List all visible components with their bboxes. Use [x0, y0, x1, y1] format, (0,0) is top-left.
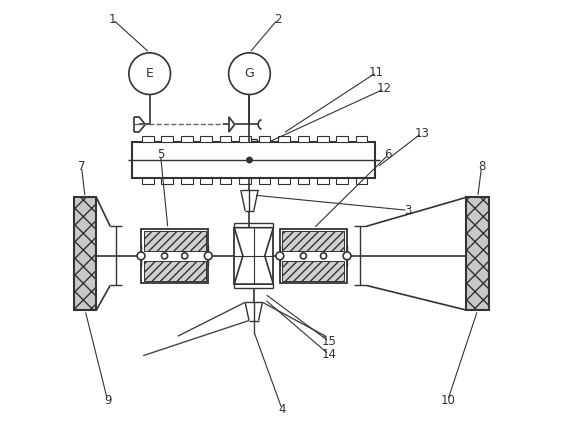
Text: 6: 6 [385, 148, 392, 161]
Circle shape [300, 253, 306, 259]
Bar [181, 178, 192, 184]
Text: E: E [146, 67, 153, 80]
Circle shape [137, 252, 145, 260]
Circle shape [129, 53, 170, 95]
Bar [239, 136, 251, 142]
Bar [161, 136, 173, 142]
Bar [200, 136, 212, 142]
Circle shape [343, 252, 351, 260]
Bar [283, 261, 345, 281]
Bar [356, 178, 368, 184]
Text: 9: 9 [104, 394, 111, 407]
Circle shape [228, 53, 270, 95]
Bar [142, 136, 154, 142]
Bar [466, 197, 489, 310]
Bar [161, 178, 173, 184]
Circle shape [320, 253, 327, 259]
Circle shape [204, 252, 212, 260]
Bar [200, 178, 212, 184]
Text: 13: 13 [414, 127, 429, 140]
Bar [220, 136, 231, 142]
Text: 11: 11 [369, 66, 384, 79]
Bar [280, 229, 347, 283]
Bar [356, 136, 368, 142]
Bar [259, 178, 270, 184]
Circle shape [247, 157, 252, 162]
Bar [234, 228, 274, 284]
Bar [144, 231, 206, 251]
Bar [336, 178, 348, 184]
Circle shape [161, 253, 168, 259]
Bar [239, 178, 251, 184]
Bar [283, 231, 345, 251]
Text: 5: 5 [157, 148, 164, 161]
Text: 14: 14 [321, 348, 336, 361]
Text: 4: 4 [278, 403, 286, 416]
Circle shape [182, 253, 188, 259]
Bar [142, 178, 154, 184]
Circle shape [276, 252, 284, 260]
Text: 8: 8 [478, 160, 485, 173]
Bar [133, 142, 375, 178]
Polygon shape [234, 228, 274, 284]
Text: 1: 1 [109, 13, 117, 26]
Bar [220, 178, 231, 184]
Bar [278, 136, 290, 142]
Text: 15: 15 [321, 335, 336, 348]
Bar [181, 136, 192, 142]
Bar [144, 261, 206, 281]
Bar [74, 197, 96, 310]
Text: G: G [245, 67, 254, 80]
Text: 7: 7 [78, 160, 85, 173]
Text: 12: 12 [377, 82, 392, 95]
Bar [317, 178, 329, 184]
Bar [317, 136, 329, 142]
Bar [278, 178, 290, 184]
Bar [298, 136, 309, 142]
Bar [259, 136, 270, 142]
Text: 3: 3 [404, 204, 412, 217]
Text: 2: 2 [274, 13, 281, 26]
Bar [336, 136, 348, 142]
Text: 10: 10 [440, 394, 455, 407]
Bar [141, 229, 208, 283]
Bar [298, 178, 309, 184]
